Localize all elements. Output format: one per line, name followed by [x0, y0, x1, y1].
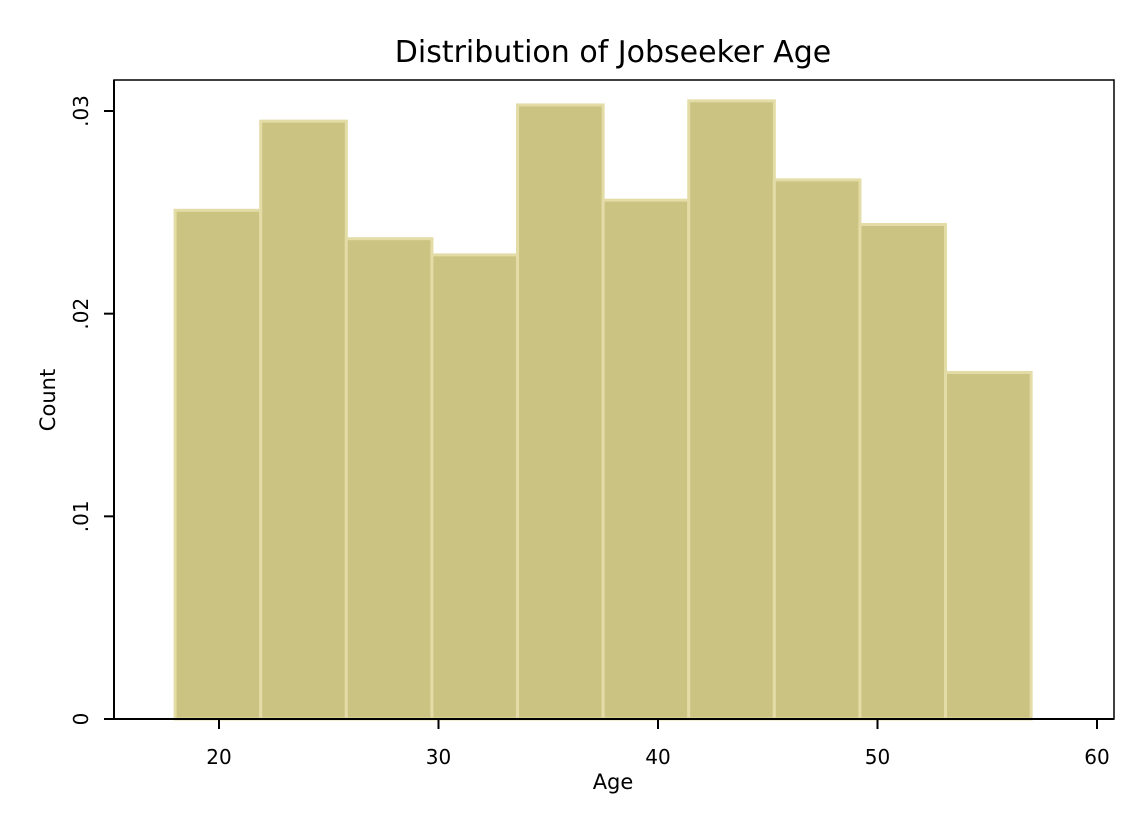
histogram-bar-4 [430, 253, 520, 721]
y-tick-label: .03 [69, 95, 93, 127]
y-tick-label: 0 [69, 713, 93, 726]
chart-title: Distribution of Jobseeker Age [395, 35, 831, 70]
histogram-bar-10 [944, 370, 1033, 721]
y-tick-label: .01 [69, 500, 93, 532]
histogram-bar-3 [344, 237, 434, 721]
y-tick-label: .02 [69, 298, 93, 330]
x-tick-label: 60 [1084, 745, 1109, 769]
bars-group [173, 99, 1033, 721]
x-axis-label: Age [593, 770, 634, 794]
x-axis-ticks: 20 30 40 50 60 [206, 719, 1110, 769]
histogram-bar-8 [772, 178, 862, 721]
histogram-bar-2 [259, 119, 348, 721]
x-tick-label: 20 [206, 745, 231, 769]
x-tick-label: 30 [426, 745, 451, 769]
histogram-bar-7 [687, 99, 776, 721]
y-axis-ticks: 0 .01 .02 .03 [69, 95, 114, 725]
histogram-bar-6 [601, 198, 691, 721]
y-axis-label: Count [36, 369, 60, 431]
x-tick-label: 40 [645, 745, 670, 769]
histogram-bar-5 [516, 103, 605, 721]
histogram-bar-9 [858, 222, 948, 721]
histogram-bar-1 [173, 208, 263, 721]
x-tick-label: 50 [865, 745, 890, 769]
